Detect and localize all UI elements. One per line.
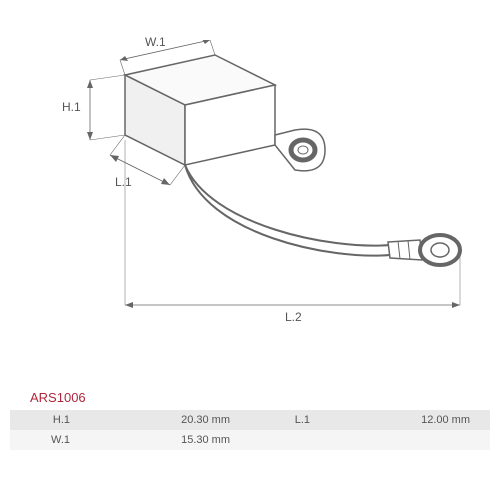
label-h1: H.1 [62, 100, 81, 114]
spec-label: W.1 [10, 434, 80, 446]
wire-bottom [185, 165, 390, 256]
wire-crimp [388, 240, 422, 260]
label-w1: W.1 [145, 35, 166, 49]
wire-top [185, 165, 390, 246]
spec-value: 15.30 mm [80, 434, 250, 446]
mount-hole-inner [298, 146, 308, 154]
label-l1: L.1 [115, 175, 132, 189]
spec-table: H.1 20.30 mm L.1 12.00 mm W.1 15.30 mm [10, 410, 490, 450]
spec-label: L.1 [250, 414, 320, 426]
ring-terminal-inner [431, 243, 449, 257]
spec-value: 12.00 mm [320, 414, 490, 426]
technical-drawing: W.1 H.1 L.1 L.2 [30, 40, 470, 340]
spec-value: 20.30 mm [80, 414, 250, 426]
table-row: H.1 20.30 mm L.1 12.00 mm [10, 410, 490, 430]
table-row: W.1 15.30 mm [10, 430, 490, 450]
part-code: ARS1006 [30, 390, 86, 405]
label-l2: L.2 [285, 310, 302, 324]
spec-label: H.1 [10, 414, 80, 426]
